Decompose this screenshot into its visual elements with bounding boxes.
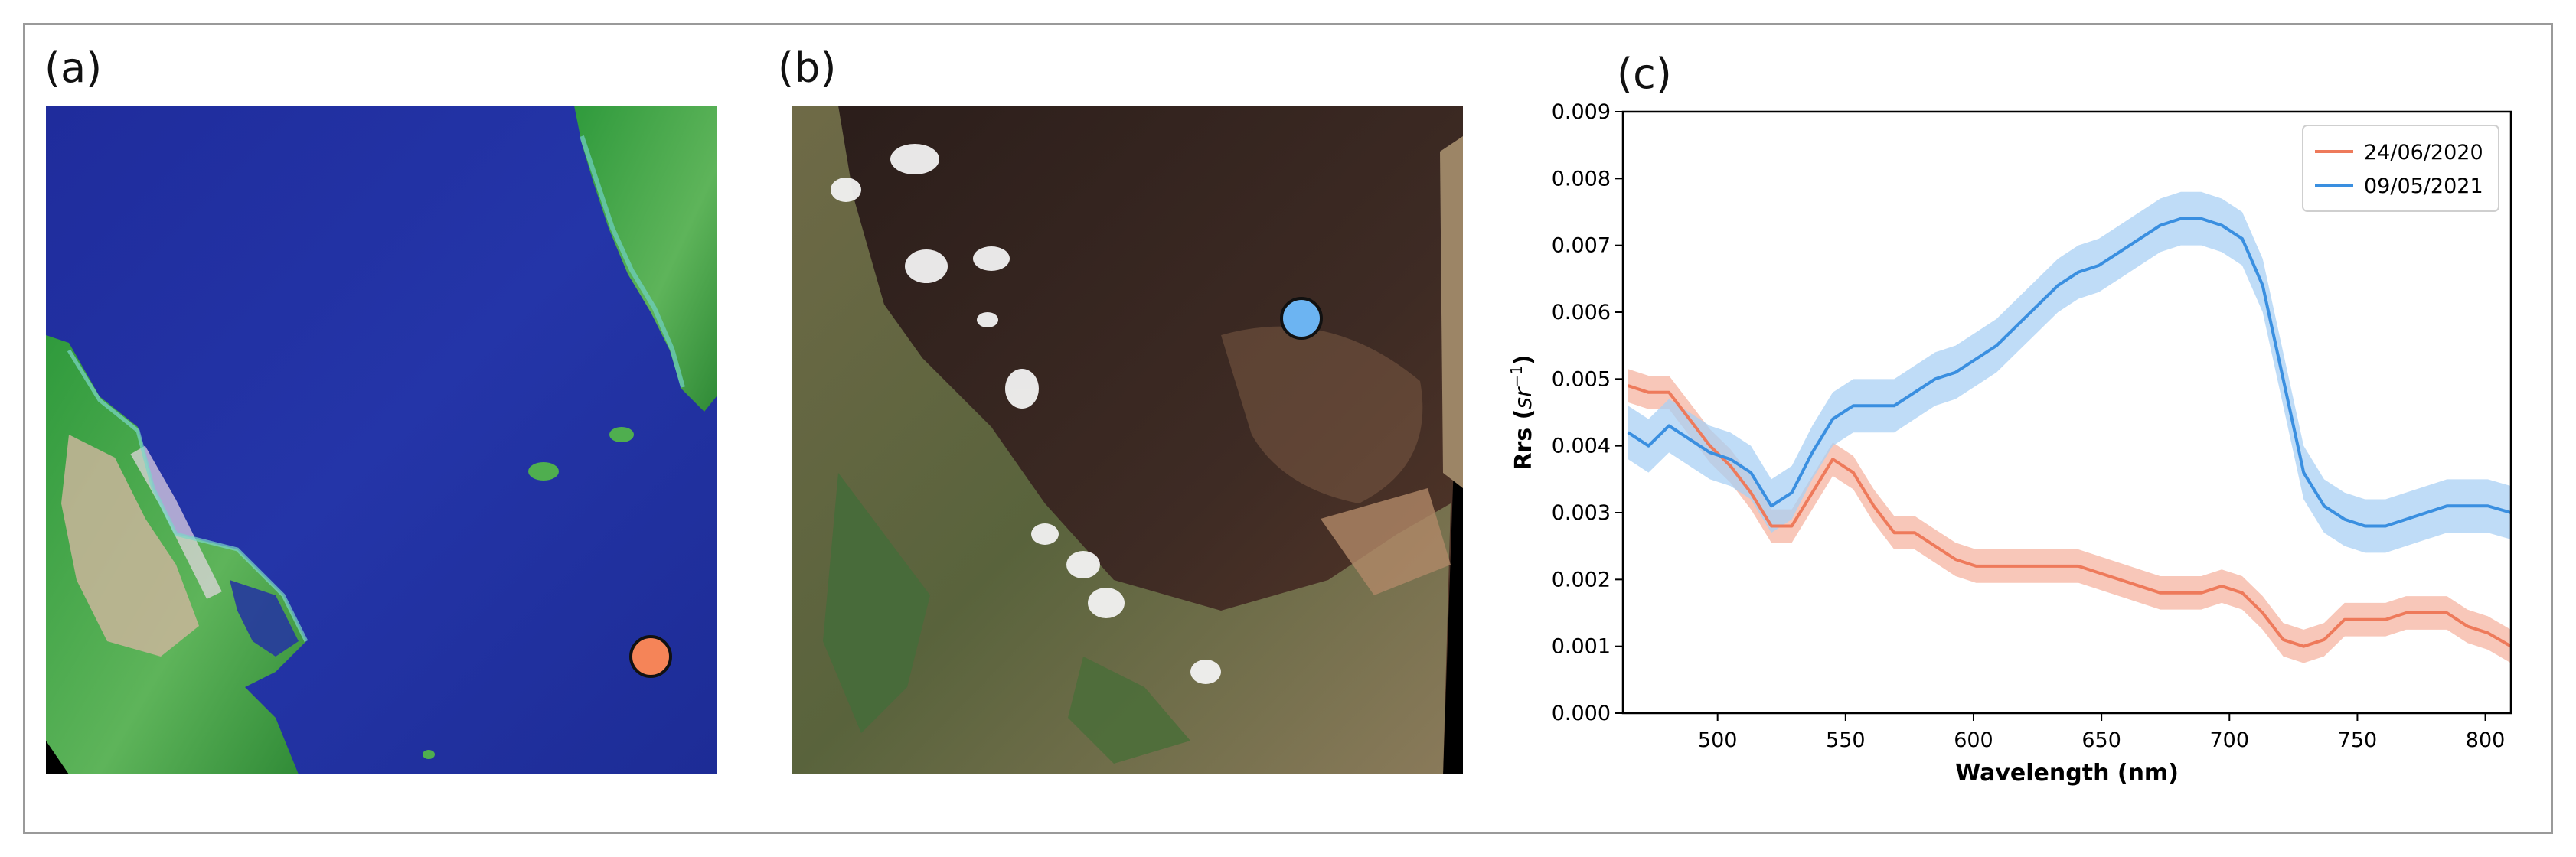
series-band-0 <box>1628 369 2511 663</box>
panel-label-c: (c) <box>1617 50 1672 98</box>
x-tick-label: 650 <box>2081 728 2121 752</box>
legend-label-0: 24/06/2020 <box>2364 141 2483 165</box>
satellite-image-b <box>792 106 1463 774</box>
series-line-0 <box>1628 384 2512 648</box>
reflectance-chart: 500 550 600 650 700 750 800 0.000 0.001 0.002 0.00… <box>1500 84 2526 819</box>
x-tick-label: 500 <box>1698 728 1738 752</box>
y-tick-label: 0.004 <box>1552 435 1611 458</box>
sample-point-b-marker <box>1280 297 1323 340</box>
legend-label-1: 09/05/2021 <box>2364 174 2483 198</box>
y-tick-label: 0.002 <box>1552 568 1611 591</box>
x-tick-label: 700 <box>2210 728 2250 752</box>
x-tick-label: 600 <box>1954 728 1993 752</box>
y-tick-label: 0.008 <box>1552 167 1611 191</box>
satellite-image-a <box>46 106 717 774</box>
y-tick-label: 0.006 <box>1552 301 1611 324</box>
sample-point-a-marker <box>629 635 672 678</box>
y-axis-label: Rrs (sr−1) <box>1507 354 1537 470</box>
x-tick-label: 800 <box>2466 728 2506 752</box>
y-tick-label: 0.001 <box>1552 635 1611 659</box>
y-tick-label: 0.000 <box>1552 702 1611 725</box>
panel-label-a: (a) <box>44 44 103 92</box>
panel-label-b: (b) <box>778 44 837 92</box>
legend-box <box>2302 125 2499 212</box>
y-tick-label: 0.007 <box>1552 234 1611 258</box>
y-tick-label: 0.003 <box>1552 501 1611 525</box>
y-tick-label: 0.009 <box>1552 100 1611 124</box>
x-axis-label: Wavelength (nm) <box>1955 760 2179 787</box>
x-tick-label: 550 <box>1826 728 1866 752</box>
series-band-1 <box>1628 191 2511 553</box>
plot-frame <box>1621 110 2512 715</box>
x-tick-label: 750 <box>2338 728 2378 752</box>
y-tick-label: 0.005 <box>1552 367 1611 391</box>
series-line-1 <box>1627 217 2512 528</box>
